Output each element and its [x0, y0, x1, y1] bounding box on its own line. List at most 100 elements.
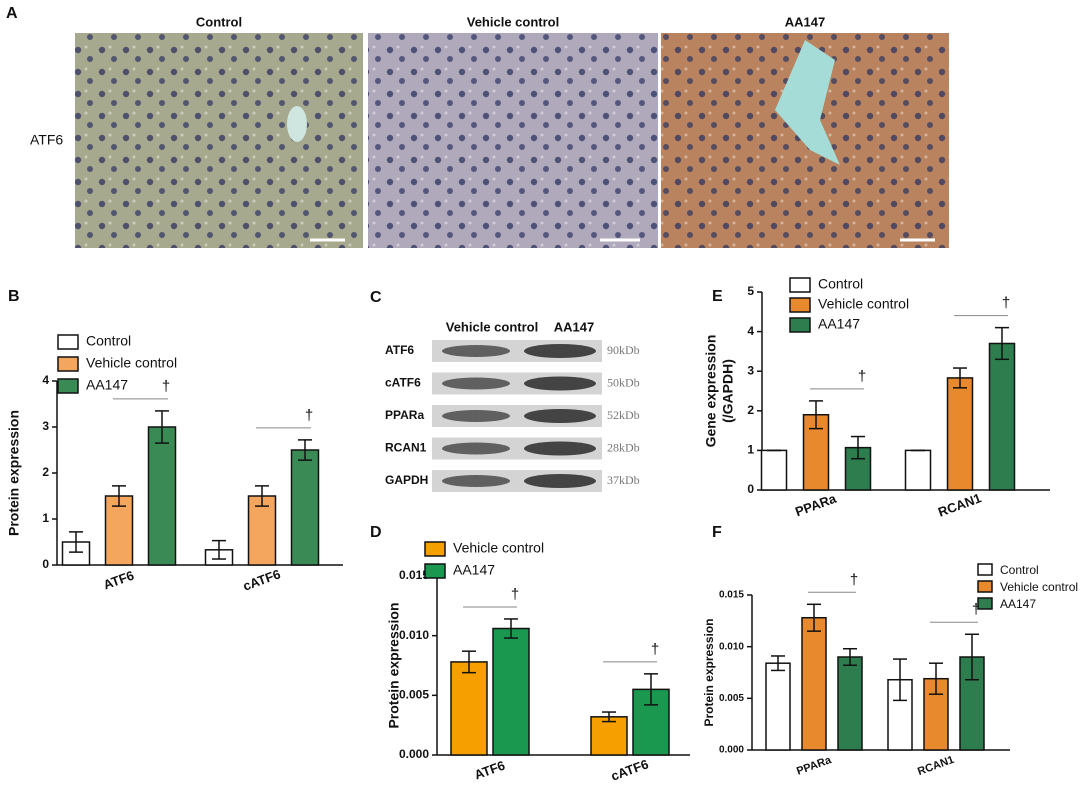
bar [147, 426, 177, 566]
y-tick-label: 0.010 [719, 641, 744, 652]
band-label: PPARa [385, 408, 424, 422]
bar [492, 627, 530, 756]
significance-mark: † [972, 601, 980, 618]
legend-swatch [424, 541, 446, 557]
panel-letter: E [712, 288, 723, 305]
legend-label: Control [1000, 563, 1039, 577]
bar [104, 495, 134, 566]
legend-swatch [57, 334, 79, 350]
legend-swatch [977, 580, 993, 593]
y-axis-label: Gene expression [703, 335, 719, 448]
bar [290, 449, 320, 566]
x-tick-label: RCAN1 [936, 490, 983, 519]
y-tick-label: 3 [42, 419, 49, 433]
band-size: 52kDb [607, 408, 640, 422]
x-tick-label: cATF6 [241, 566, 283, 593]
x-tick-label: cATF6 [609, 756, 651, 783]
band [524, 474, 596, 488]
x-tick-label: PPARa [793, 490, 839, 519]
legend-swatch [57, 356, 79, 372]
nuclei [368, 33, 658, 248]
y-axis-label: Protein expression [6, 410, 22, 536]
panel-letter: D [370, 524, 382, 541]
band [524, 376, 596, 391]
y-tick-label: 0.015 [399, 568, 429, 582]
legend-label: Vehicle control [1000, 580, 1078, 594]
legend-label: Vehicle control [818, 296, 909, 312]
y-tick-label: 0.000 [399, 747, 429, 761]
band [442, 345, 510, 357]
legend-label: Control [86, 333, 131, 349]
y-tick-label: 3 [747, 363, 754, 377]
y-tick-label: 0.015 [719, 590, 744, 601]
band-label: RCAN1 [385, 441, 427, 455]
y-tick-label: 5 [747, 284, 754, 298]
legend-swatch [57, 378, 79, 394]
significance-mark: † [651, 641, 659, 658]
legend-swatch [789, 277, 811, 293]
panel-letter: A [6, 5, 18, 22]
y-tick-label: 4 [747, 324, 754, 338]
band [442, 410, 510, 422]
x-tick-label: PPARa [795, 754, 834, 778]
bar [837, 656, 863, 751]
band-size: 37kDb [607, 473, 640, 487]
band-size: 28kDb [607, 440, 640, 454]
y-tick-label: 0 [42, 557, 49, 571]
row-label: ATF6 [30, 132, 63, 148]
bar [765, 662, 791, 751]
legend-label: Vehicle control [453, 540, 544, 556]
panel-c: C Vehicle control AA147 ATF6 90kDb cATF6 50… [370, 289, 640, 492]
bar [590, 716, 628, 756]
y-tick-label: 4 [42, 373, 49, 387]
legend-label: AA147 [453, 562, 495, 578]
y-tick-label: 1 [42, 511, 49, 525]
bar [450, 661, 488, 756]
panel-letter: C [370, 289, 382, 306]
y-tick-label: 0.000 [719, 745, 744, 756]
panel-letter: F [712, 524, 722, 541]
x-tick-label: ATF6 [472, 758, 507, 783]
significance-mark: † [858, 368, 866, 385]
lane-label: Vehicle control [446, 319, 538, 334]
bar [247, 495, 277, 566]
bar [988, 342, 1016, 491]
legend-label: AA147 [86, 377, 128, 393]
column-title: Control [196, 14, 242, 29]
y-tick-label: 0.005 [399, 688, 429, 702]
x-tick-label: RCAN1 [916, 754, 956, 778]
y-tick-label: 0 [747, 482, 754, 496]
band [442, 442, 510, 455]
legend-label: Control [818, 276, 863, 292]
y-axis-label: Protein expression [702, 618, 716, 726]
band-label: ATF6 [385, 343, 414, 357]
bar [904, 449, 932, 491]
y-axis-label: (/GAPDH) [720, 359, 736, 423]
legend-label: AA147 [818, 316, 860, 332]
nuclei [75, 33, 363, 248]
significance-mark: † [1002, 295, 1010, 312]
panel-a: A ATF6 Control Vehicle control AA147 [6, 5, 949, 248]
legend-swatch [977, 563, 993, 576]
y-tick-label: 0.005 [719, 693, 744, 704]
legend-swatch [789, 297, 811, 313]
legend-swatch [424, 563, 446, 579]
bar [801, 616, 827, 751]
band [524, 441, 596, 456]
column-title: AA147 [785, 14, 825, 29]
legend-label: Vehicle control [86, 355, 177, 371]
y-tick-label: 1 [747, 443, 754, 457]
band [524, 409, 596, 423]
significance-mark: † [162, 378, 170, 395]
panel-letter: B [8, 288, 20, 305]
band-label: cATF6 [385, 376, 421, 390]
significance-mark: † [305, 407, 313, 424]
band [442, 377, 510, 390]
legend-swatch [977, 597, 993, 610]
legend-swatch [789, 317, 811, 333]
bar [760, 449, 788, 491]
band-size: 50kDb [607, 375, 640, 389]
lane-label: AA147 [554, 319, 594, 334]
y-axis-label: Protein expression [386, 602, 402, 728]
